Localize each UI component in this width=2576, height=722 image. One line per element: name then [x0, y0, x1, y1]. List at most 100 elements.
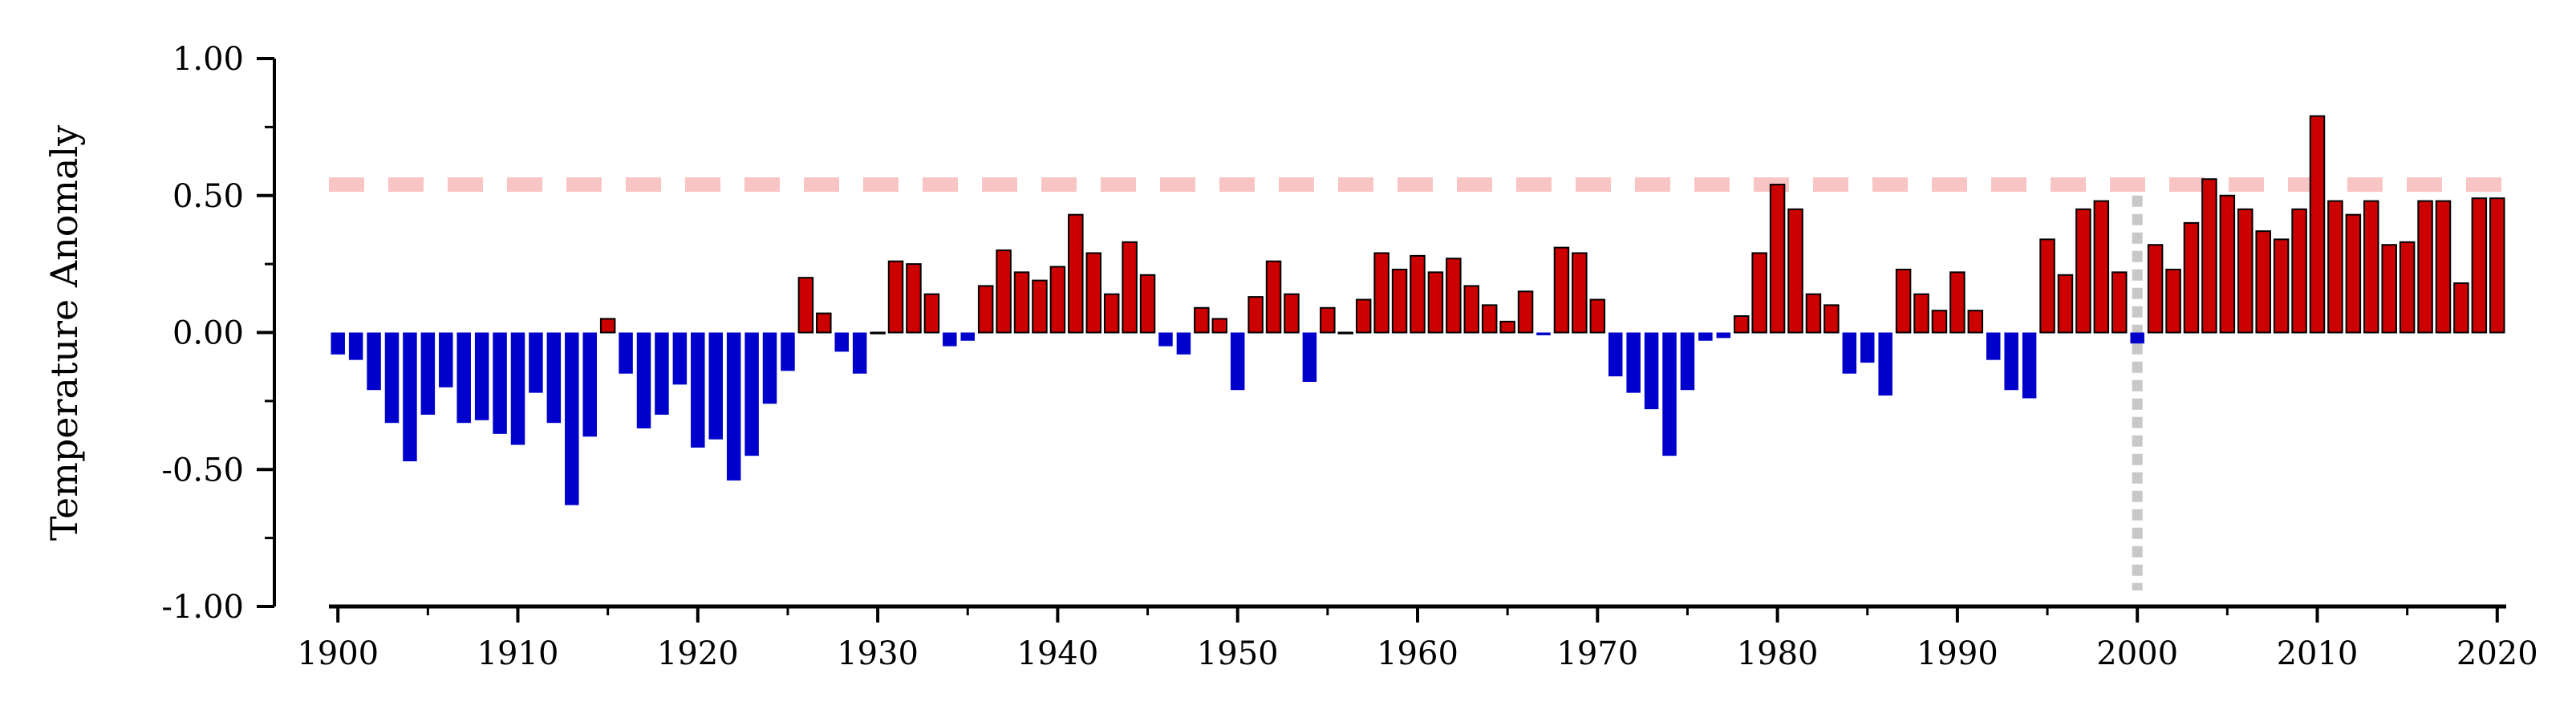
bar-1926	[797, 277, 814, 334]
bar-1928	[834, 332, 849, 352]
x-tick-label: 2020	[2456, 635, 2538, 672]
bar-1997	[2075, 208, 2091, 334]
bar-1976	[1698, 332, 1713, 341]
y-tick-label: 0.50	[172, 178, 244, 215]
bar-1942	[1085, 252, 1102, 334]
bar-1933	[923, 293, 940, 334]
bar-2003	[2183, 221, 2200, 334]
bar-2013	[2363, 200, 2379, 334]
bar-1954	[1302, 332, 1317, 382]
bar-1910	[510, 332, 525, 445]
bar-1911	[529, 332, 543, 393]
bar-1985	[1860, 332, 1875, 363]
bar-1945	[1139, 274, 1156, 334]
bar-1969	[1572, 252, 1588, 334]
bar-1921	[708, 332, 723, 440]
bar-1946	[1158, 332, 1173, 347]
bar-1966	[1517, 290, 1534, 334]
bar-1925	[781, 332, 795, 371]
bar-2020	[2489, 197, 2505, 334]
x-tick-label: 1970	[1556, 635, 1638, 672]
bar-1916	[619, 332, 633, 374]
x-tick-label: 1950	[1197, 635, 1279, 672]
bar-1903	[384, 332, 400, 424]
bar-1980	[1769, 184, 1786, 334]
bar-1936	[977, 285, 994, 334]
bar-1958	[1373, 252, 1389, 334]
y-tick-label: -0.50	[161, 452, 244, 489]
bar-1922	[726, 332, 741, 481]
bar-1924	[762, 332, 777, 404]
bar-1978	[1733, 315, 1750, 334]
bar-1972	[1626, 332, 1641, 393]
bar-1912	[546, 332, 562, 424]
bar-1930	[870, 331, 886, 335]
bar-2016	[2417, 200, 2433, 334]
bar-1919	[672, 332, 688, 385]
bar-1905	[420, 332, 436, 415]
bar-1907	[456, 332, 471, 424]
bar-1951	[1247, 296, 1264, 334]
bar-1973	[1644, 332, 1659, 410]
bar-1914	[582, 332, 597, 437]
bar-1944	[1122, 241, 1138, 334]
bar-2001	[2147, 244, 2164, 334]
bar-1937	[996, 249, 1012, 334]
bar-1984	[1842, 332, 1857, 374]
bar-2012	[2345, 213, 2362, 334]
bar-2019	[2471, 197, 2488, 334]
bar-2015	[2399, 241, 2416, 334]
bar-1904	[403, 332, 417, 462]
bar-2007	[2255, 230, 2271, 334]
bar-2009	[2291, 208, 2307, 334]
bar-1929	[852, 332, 867, 374]
bar-1991	[1967, 310, 1984, 334]
x-tick-label: 1900	[297, 635, 379, 672]
bar-1986	[1878, 332, 1892, 396]
bar-1932	[906, 263, 922, 334]
bar-2008	[2273, 238, 2290, 334]
bar-2005	[2219, 194, 2236, 334]
x-tick-label: 1990	[1917, 635, 1998, 672]
bar-1935	[960, 332, 976, 341]
bar-1934	[943, 332, 957, 347]
bar-1992	[1986, 332, 2001, 360]
bar-1970	[1589, 298, 1606, 334]
x-tick-label: 2000	[2096, 635, 2178, 672]
reference-lines	[329, 177, 2506, 590]
bar-2004	[2201, 178, 2217, 334]
bar-1963	[1463, 285, 1480, 334]
bar-1993	[2004, 332, 2018, 391]
bar-1968	[1553, 246, 1570, 334]
x-tick-label: 2010	[2277, 635, 2359, 672]
bars	[331, 115, 2505, 505]
bar-1977	[1716, 332, 1731, 339]
y-tick-label: 1.00	[172, 41, 244, 78]
bar-1908	[474, 332, 489, 420]
bar-1988	[1913, 293, 1929, 334]
bar-1943	[1103, 293, 1120, 334]
bar-1975	[1680, 332, 1695, 391]
bar-1901	[348, 332, 363, 360]
bar-1918	[655, 332, 669, 415]
bar-1956	[1337, 331, 1354, 335]
bar-1931	[887, 260, 904, 334]
bar-1906	[439, 332, 453, 387]
ticks: 1.00 0.50 0.00 -0.50 -1.00 1900 1910 1920 1930 19…	[161, 41, 2537, 672]
bar-1923	[744, 332, 759, 456]
x-tick-label: 1930	[837, 635, 919, 672]
bar-1900	[331, 332, 345, 355]
bar-1982	[1805, 293, 1822, 334]
bar-2002	[2165, 268, 2181, 334]
bar-1952	[1265, 260, 1282, 334]
bar-1996	[2057, 274, 2074, 334]
bar-1909	[493, 332, 507, 434]
y-tick-label: -1.00	[161, 589, 244, 626]
bar-1979	[1751, 252, 1767, 334]
bar-1994	[2022, 332, 2037, 399]
bar-1990	[1949, 271, 1965, 334]
bar-1964	[1481, 304, 1498, 334]
bar-1938	[1013, 271, 1030, 334]
bar-1960	[1410, 254, 1426, 334]
